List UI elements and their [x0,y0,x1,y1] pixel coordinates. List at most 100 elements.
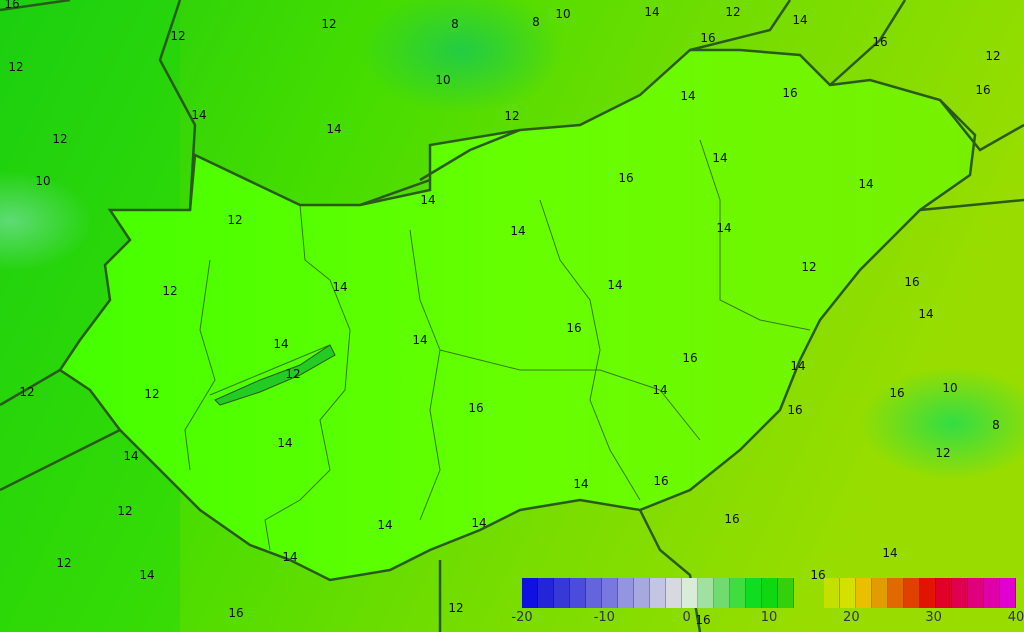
legend-swatch [920,578,936,608]
legend-swatch [634,578,650,608]
contour-label: 10 [555,7,571,21]
contour-label: 14 [277,436,293,450]
contour-label: 16 [787,403,803,417]
contour-label: 10 [35,174,51,188]
legend-swatch [602,578,618,608]
legend-swatch [522,578,538,608]
contour-label: 12 [227,213,243,227]
legend-swatch [872,578,888,608]
legend-swatch [698,578,714,608]
legend-swatch [618,578,634,608]
legend-swatch [778,578,794,608]
contour-label: 14 [716,221,732,235]
contour-label: 14 [792,13,808,27]
contour-label: 14 [510,224,526,238]
legend-swatch [952,578,968,608]
legend-swatch [984,578,1000,608]
legend-swatch [538,578,554,608]
contour-label: 16 [566,321,582,335]
hungary-region [58,48,977,582]
contour-label: 16 [904,275,920,289]
contour-label: 14 [420,193,436,207]
contour-label: 14 [680,89,696,103]
contour-label: 12 [448,601,464,615]
contour-label: 14 [652,383,668,397]
contour-label: 12 [935,446,951,460]
legend-swatch [840,578,856,608]
contour-label: 12 [504,109,520,123]
legend-tick-label: 0 [682,610,691,625]
contour-label: 12 [162,284,178,298]
legend-swatch [666,578,682,608]
legend-swatch [746,578,762,608]
contour-label: 10 [435,73,451,87]
contour-label: 14 [858,177,874,191]
county-border [409,229,441,521]
contour-label: 16 [975,83,991,97]
legend-swatch [730,578,746,608]
contour-label: 16 [889,386,905,400]
county-border [699,139,811,331]
legend-tick-label: 10 [760,610,778,625]
contour-label: 14 [191,108,207,122]
contour-label: 12 [321,17,337,31]
contour-label: 12 [170,29,186,43]
county-border [184,259,216,471]
lake-balaton [214,344,336,406]
contour-label: 16 [4,0,20,11]
color-legend [522,578,1016,608]
contour-label: 14 [123,449,139,463]
contour-label: 14 [644,5,660,19]
contour-label: 14 [573,477,589,491]
legend-swatch [714,578,730,608]
contour-label: 16 [228,606,244,620]
contour-label: 16 [700,31,716,45]
legend-swatch [968,578,984,608]
legend-swatch [650,578,666,608]
contour-label: 12 [285,367,301,381]
contour-label: 14 [326,122,342,136]
contour-label: 14 [377,518,393,532]
contour-label: 14 [139,568,155,582]
legend-swatch [762,578,778,608]
contour-label: 12 [56,556,72,570]
legend-tick-label: -20 [511,610,533,625]
contour-label: 8 [451,17,459,31]
contour-label: 12 [117,504,133,518]
legend-swatch [1000,578,1016,608]
contour-label: 14 [412,333,428,347]
contour-label: 10 [942,381,958,395]
contour-label: 14 [882,546,898,560]
legend-swatch [904,578,920,608]
contour-label: 8 [532,15,540,29]
legend-swatch [888,578,904,608]
contour-label: 14 [332,280,348,294]
contour-label: 14 [273,337,289,351]
contour-label: 16 [782,86,798,100]
contour-label: 12 [144,387,160,401]
legend-swatch [586,578,602,608]
legend-swatch [936,578,952,608]
county-border [439,349,701,441]
legend-swatch [794,578,809,608]
contour-label: 12 [8,60,24,74]
contour-label: 16 [695,613,711,627]
contour-label: 16 [724,512,740,526]
contour-label: 16 [810,568,826,582]
county-border [264,204,351,551]
contour-label: 16 [872,35,888,49]
legend-swatch [809,578,824,608]
contour-label: 14 [282,550,298,564]
contour-label: 16 [618,171,634,185]
contour-label: 12 [985,49,1001,63]
legend-tick-label: 30 [925,610,942,625]
legend-swatch [682,578,698,608]
contour-label: 16 [468,401,484,415]
contour-label: 14 [918,307,934,321]
legend-swatch [824,578,840,608]
contour-label: 14 [607,278,623,292]
legend-tick-label: -10 [593,610,615,625]
contour-label: 14 [790,359,806,373]
